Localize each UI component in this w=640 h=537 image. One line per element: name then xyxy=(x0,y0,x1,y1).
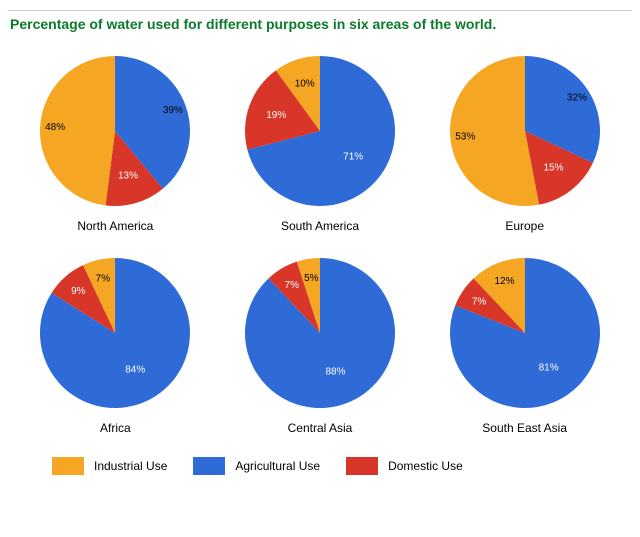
legend-item-industrial: Industrial Use xyxy=(52,457,167,475)
legend: Industrial Use Agricultural Use Domestic U… xyxy=(0,445,640,491)
pie-svg: 88% 7% 5% xyxy=(240,253,400,413)
pie-slice-label: 9% xyxy=(71,286,86,297)
pie-caption: Europe xyxy=(505,219,544,233)
pie-slice-label: 7% xyxy=(96,274,111,285)
pie-chart: 81% 7% 12% South East Asia xyxy=(433,253,616,435)
pie-slice-label: 19% xyxy=(266,110,286,121)
legend-swatch xyxy=(52,457,84,475)
pie-slice-label: 7% xyxy=(472,297,487,308)
pie-slice-label: 7% xyxy=(285,280,300,291)
legend-item-agricultural: Agricultural Use xyxy=(193,457,320,475)
pie-slice-label: 15% xyxy=(543,163,563,174)
pie-slice-label: 81% xyxy=(538,363,558,374)
pie-svg: 84% 9% 7% xyxy=(35,253,195,413)
pie-chart: 88% 7% 5% Central Asia xyxy=(229,253,412,435)
pie-chart: 84% 9% 7% Africa xyxy=(24,253,207,435)
pie-caption: Central Asia xyxy=(288,421,353,435)
pie-slice-label: 39% xyxy=(163,105,183,116)
pie-caption: Africa xyxy=(100,421,131,435)
pie-slice-label: 84% xyxy=(126,365,146,376)
chart-grid: 39% 13% 48% North America 71% 19% 10% South Ame… xyxy=(0,51,640,445)
pie-caption: North America xyxy=(77,219,153,233)
pie-slice-label: 71% xyxy=(343,152,363,163)
pie-slice-label: 88% xyxy=(325,367,345,378)
legend-swatch xyxy=(346,457,378,475)
pie-slice-label: 53% xyxy=(455,131,475,142)
pie-slice-label: 13% xyxy=(118,170,138,181)
pie-svg: 32% 15% 53% xyxy=(445,51,605,211)
top-divider xyxy=(8,10,632,11)
pie-svg: 81% 7% 12% xyxy=(445,253,605,413)
pie-slice-label: 10% xyxy=(295,79,315,90)
legend-label: Industrial Use xyxy=(94,459,167,473)
pie-slice-label: 12% xyxy=(494,276,514,287)
legend-label: Domestic Use xyxy=(388,459,463,473)
pie-svg: 71% 19% 10% xyxy=(240,51,400,211)
pie-slice-label: 5% xyxy=(304,273,319,284)
pie-caption: South East Asia xyxy=(482,421,567,435)
legend-swatch xyxy=(193,457,225,475)
pie-caption: South America xyxy=(281,219,359,233)
page-title: Percentage of water used for different p… xyxy=(10,15,630,33)
pie-chart: 71% 19% 10% South America xyxy=(229,51,412,233)
legend-item-domestic: Domestic Use xyxy=(346,457,463,475)
legend-label: Agricultural Use xyxy=(235,459,320,473)
pie-chart: 39% 13% 48% North America xyxy=(24,51,207,233)
pie-svg: 39% 13% 48% xyxy=(35,51,195,211)
pie-slice-label: 48% xyxy=(45,122,65,133)
pie-slice-label: 32% xyxy=(567,93,587,104)
pie-chart: 32% 15% 53% Europe xyxy=(433,51,616,233)
